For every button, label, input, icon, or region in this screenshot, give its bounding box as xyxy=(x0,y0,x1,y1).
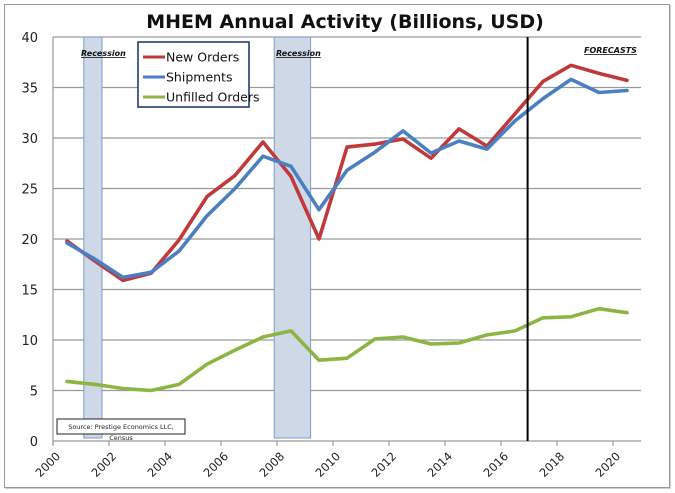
y-tick-label: 40 xyxy=(21,31,38,46)
y-tick-label: 5 xyxy=(30,385,38,400)
y-tick-label: 15 xyxy=(21,284,38,299)
y-axis-ticks: 0 5 10 15 20 25 30 35 40 xyxy=(21,31,38,450)
x-tick-label: 2020 xyxy=(593,449,624,480)
source-text-line1: Source: Prestige Economics LLC, xyxy=(68,423,174,431)
legend-label-unfilled-orders: Unfilled Orders xyxy=(166,90,260,105)
recession-bar-1 xyxy=(83,36,103,439)
series-line-new-orders xyxy=(65,63,629,283)
x-tick-label: 2014 xyxy=(425,449,456,480)
x-tick-label: 2012 xyxy=(369,449,400,480)
series-line-unfilled-orders xyxy=(65,306,629,393)
y-tick-label: 25 xyxy=(21,183,38,198)
legend-label-new-orders: New Orders xyxy=(166,50,239,65)
y-tick-label: 35 xyxy=(21,82,38,97)
chart-frame xyxy=(4,4,670,488)
x-tick-label: 2004 xyxy=(145,449,176,480)
x-tick-label: 2006 xyxy=(201,449,232,480)
legend: New Orders Shipments Unfilled Orders xyxy=(137,41,260,108)
source-note: Source: Prestige Economics LLC, Census xyxy=(56,418,186,442)
axes xyxy=(52,37,641,445)
recession-shading xyxy=(83,36,312,439)
series-lines xyxy=(65,63,629,393)
forecasts-label: FORECASTS xyxy=(584,46,637,55)
x-tick-label: 2010 xyxy=(313,449,344,480)
x-axis-ticks: 2000 2002 2004 2006 2008 2010 2012 2014 2016 2018… xyxy=(33,441,624,480)
source-box xyxy=(56,418,186,435)
x-tick-label: 2000 xyxy=(33,449,64,480)
series-line-shipments xyxy=(65,77,629,280)
source-text-line2: Census xyxy=(109,434,133,442)
legend-label-shipments: Shipments xyxy=(166,70,232,85)
y-tick-label: 10 xyxy=(21,334,38,349)
x-tick-label: 2018 xyxy=(537,449,568,480)
x-tick-label: 2002 xyxy=(89,449,120,480)
y-tick-label: 0 xyxy=(30,435,38,450)
y-tick-label: 30 xyxy=(21,132,38,147)
recession-bar-2 xyxy=(273,36,312,439)
recession-label-1: Recession xyxy=(81,49,126,58)
y-tick-label: 20 xyxy=(21,233,38,248)
chart-title: MHEM Annual Activity (Billions, USD) xyxy=(146,11,544,33)
x-tick-label: 2008 xyxy=(257,449,288,480)
recession-label-2: Recession xyxy=(276,49,321,58)
x-tick-label: 2016 xyxy=(481,449,512,480)
